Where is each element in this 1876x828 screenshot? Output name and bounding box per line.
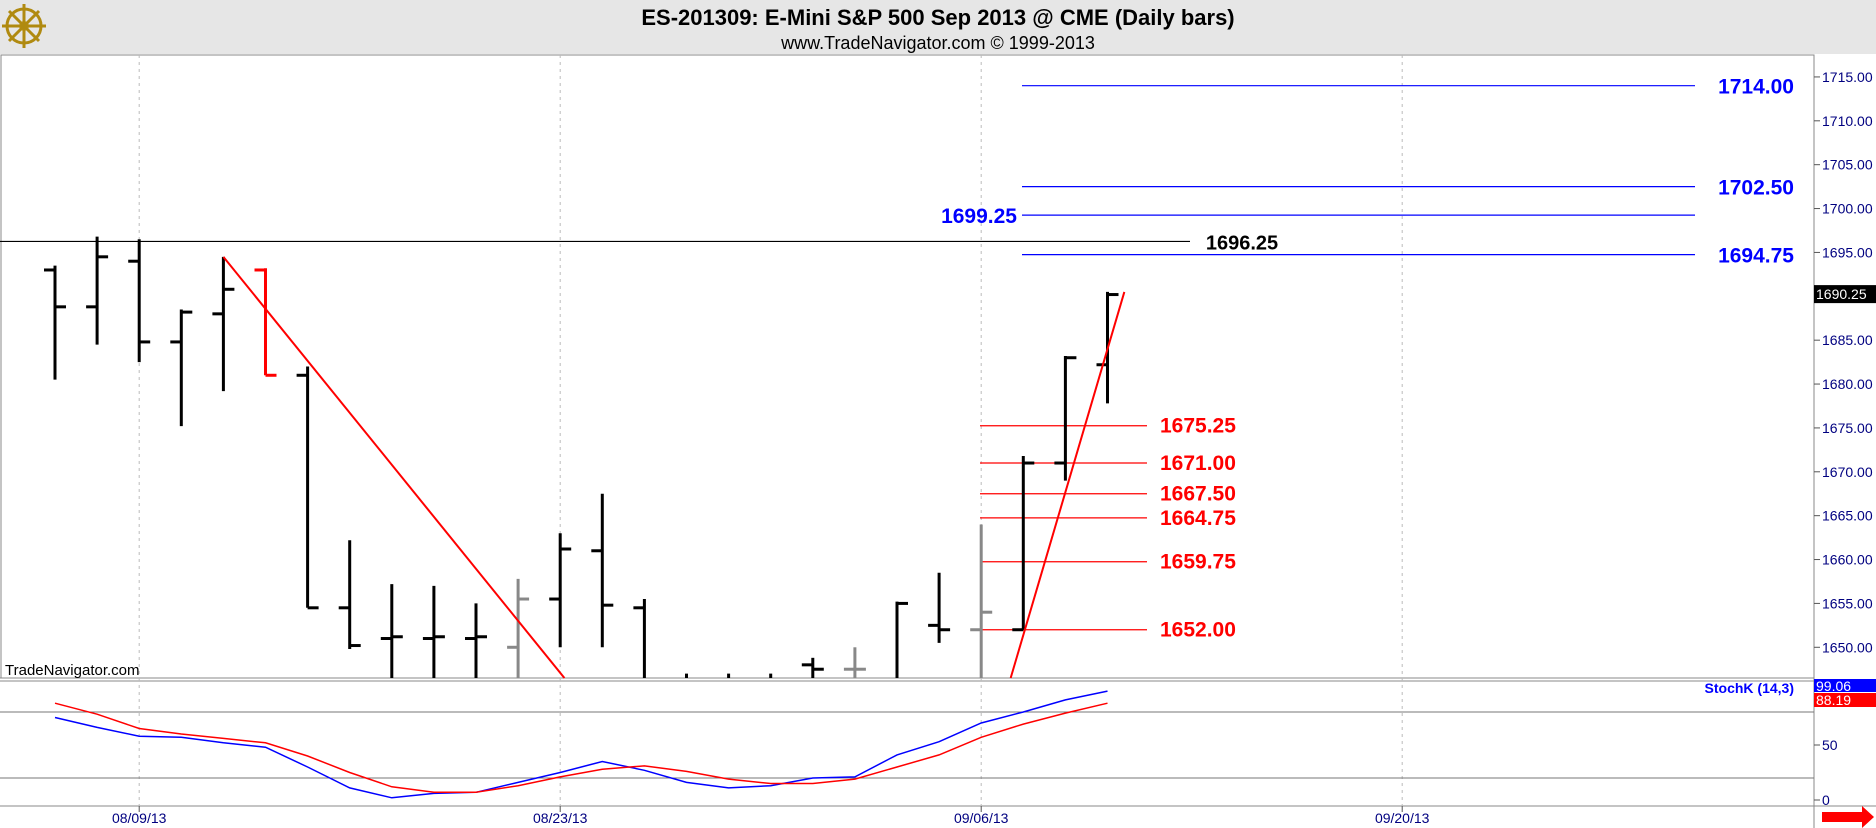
chart-title: ES-201309: E-Mini S&P 500 Sep 2013 @ CME… [641, 5, 1234, 30]
stoch-name: StochK (14,3) [1705, 680, 1794, 696]
stoch-line-D [54, 702, 1108, 794]
stoch-tick-label: 0 [1822, 792, 1830, 808]
header-band [0, 0, 1876, 54]
price-tick-label: 1700.00 [1822, 201, 1873, 217]
trendlines [222, 256, 1126, 679]
date-label: 08/09/13 [112, 810, 167, 826]
stoch-panel: 50 0 [0, 690, 1838, 808]
last-price-label: 1690.25 [1816, 286, 1867, 302]
price-tick-label: 1710.00 [1822, 113, 1873, 129]
price-tick-label: 1705.00 [1822, 157, 1873, 173]
level-label: 1652.00 [1160, 619, 1236, 642]
level-label: 1714.00 [1718, 76, 1794, 99]
price-tick-label: 1660.00 [1822, 552, 1873, 568]
price-tick-labels: 1715.00 1710.00 1705.00 1700.00 1695.00 1690.… [1814, 69, 1873, 655]
price-tick-label: 1695.00 [1822, 244, 1873, 260]
level-label: 1675.25 [1160, 415, 1236, 438]
price-tick-label: 1680.00 [1822, 376, 1873, 392]
level-lines: 1696.25 1714.00 1702.50 1699.25 1694.75 1675.… [0, 76, 1794, 642]
last-price-box [1814, 285, 1876, 304]
date-axis: 08/09/13 08/23/13 09/06/13 09/20/13 [112, 806, 1430, 826]
price-gridlines [138, 55, 1403, 806]
level-label: 1667.50 [1160, 483, 1236, 506]
stoch-k-value-box [1814, 679, 1876, 692]
price-tick-label: 1715.00 [1822, 69, 1873, 85]
level-label: 1702.50 [1718, 177, 1794, 200]
red-right-arrow-icon[interactable] [1822, 806, 1874, 828]
date-label: 09/06/13 [954, 810, 1009, 826]
price-tick-label: 1650.00 [1822, 639, 1873, 655]
trendline [222, 256, 566, 679]
date-label: 09/20/13 [1375, 810, 1430, 826]
watermark-text: TradeNavigator.com [5, 662, 140, 679]
level-label: 1671.00 [1160, 452, 1236, 475]
price-tick-label: 1665.00 [1822, 508, 1873, 524]
price-tick-label: 1670.00 [1822, 464, 1873, 480]
stoch-d-value: 88.19 [1816, 692, 1851, 708]
ship-wheel-logo-icon [2, 4, 46, 48]
stoch-tick-label: 50 [1822, 737, 1838, 753]
stoch-d-value-box [1814, 693, 1876, 707]
price-tick-label: 1675.00 [1822, 420, 1873, 436]
level-label: 1694.75 [1718, 245, 1794, 268]
stoch-line-K [54, 690, 1108, 799]
price-tick-label: 1655.00 [1822, 595, 1873, 611]
trendline [1009, 291, 1126, 679]
price-tick-label: 1685.00 [1822, 332, 1873, 348]
price-panel [0, 54, 1815, 679]
price-bars [44, 236, 1119, 678]
level-label: 1664.75 [1160, 507, 1236, 530]
stoch-k-value: 99.06 [1816, 678, 1851, 694]
level-label: 1659.75 [1160, 551, 1236, 574]
date-label: 08/23/13 [533, 810, 588, 826]
chart-subtitle: www.TradeNavigator.com © 1999-2013 [780, 33, 1095, 53]
level-label: 1696.25 [1206, 232, 1278, 254]
level-label: 1699.25 [941, 205, 1017, 228]
